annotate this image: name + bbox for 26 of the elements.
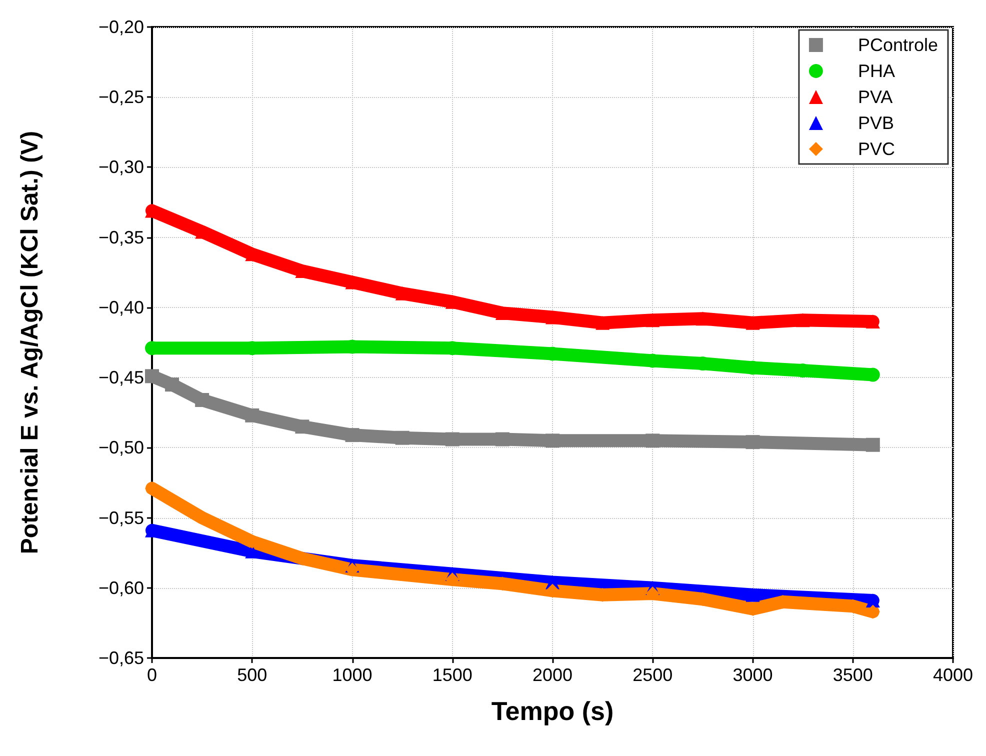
- legend-label: PVA: [858, 87, 893, 107]
- y-tick-label: −0,20: [98, 17, 144, 37]
- y-tick-label: −0,25: [98, 87, 144, 108]
- x-tick-label: 2500: [632, 665, 673, 685]
- x-tick-label: 1500: [432, 665, 472, 685]
- x-tick-label: 2000: [532, 665, 573, 685]
- y-tick-label: −0,55: [98, 508, 144, 528]
- x-tick-label: 1000: [332, 665, 372, 685]
- legend-label: PHA: [858, 61, 895, 81]
- x-axis-title: Tempo (s): [491, 696, 614, 726]
- y-tick-label: −0,65: [98, 648, 144, 668]
- y-tick-label: −0,45: [98, 368, 144, 388]
- y-tick-label: −0,40: [98, 297, 144, 318]
- y-tick-label: −0,35: [98, 227, 144, 248]
- y-tick-label: −0,30: [98, 157, 144, 178]
- legend-label: PControle: [858, 35, 938, 55]
- x-tick-label: 3500: [832, 665, 873, 685]
- y-axis-title: Potencial E vs. Ag/AgCl (KCl Sat.) (V): [16, 130, 44, 554]
- y-tick-label: −0,50: [98, 438, 144, 458]
- x-tick-label: 4000: [932, 665, 974, 685]
- y-tick-label: −0,60: [98, 578, 144, 598]
- legend-label: PVB: [858, 113, 894, 133]
- legend-label: PVC: [858, 139, 895, 159]
- x-tick-label: 0: [146, 665, 158, 685]
- x-tick-label: 500: [237, 665, 268, 685]
- x-tick-label: 3000: [732, 665, 773, 685]
